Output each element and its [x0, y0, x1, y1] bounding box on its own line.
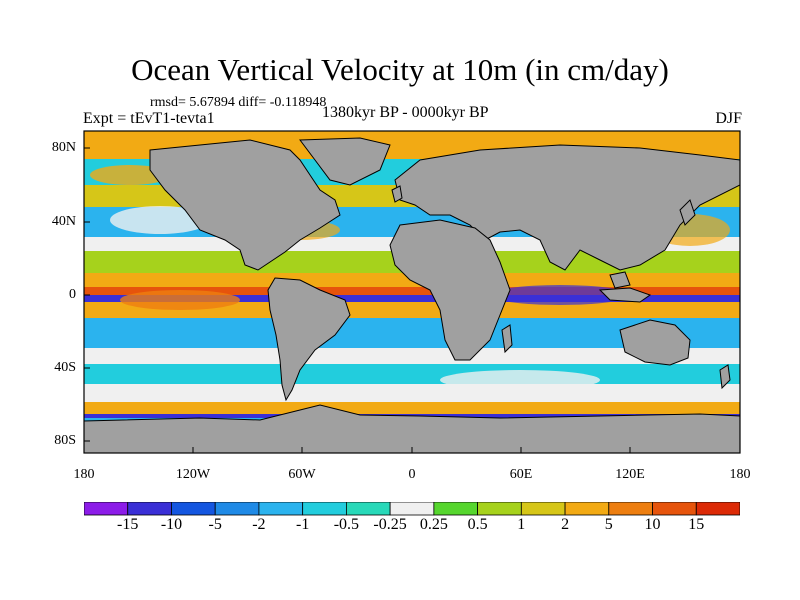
colorbar-swatch: [433, 502, 478, 516]
equator-downwelling: [84, 295, 740, 302]
colorbar-tick-label: 2: [561, 516, 570, 533]
lon-label-180e: 180: [729, 467, 751, 482]
season-label: DJF: [715, 110, 742, 127]
colorbar-swatch: [302, 502, 347, 516]
colorbar-tick-label: -10: [160, 516, 183, 533]
axis-ticks: [83, 147, 741, 453]
colorbar-tick-label: -1: [296, 516, 310, 533]
colorbar-tick-label: -0.5: [333, 516, 360, 533]
equator-upwelling: [84, 287, 740, 295]
land-greenland: [299, 137, 391, 186]
land-antarctica: [84, 404, 740, 453]
colorbar-swatch: [695, 502, 740, 516]
colorbar-swatch: [564, 502, 610, 516]
colorbar-swatch: [345, 502, 391, 516]
land-africa: [389, 219, 511, 361]
lon-label-60e: 60E: [509, 467, 533, 482]
colorbar-tick-label: 10: [644, 516, 661, 533]
colorbar-tick-label: 15: [688, 516, 705, 533]
lat-label-40s: 40S: [54, 360, 76, 375]
colorbar-swatch: [214, 502, 260, 516]
colorbar-tick-label: 5: [604, 516, 613, 533]
colorbar-tick-label: 0.5: [467, 516, 488, 533]
colorbar-swatch: [389, 502, 435, 516]
lon-label-120w: 120W: [175, 467, 211, 482]
colorbar-tick-label: -2: [252, 516, 266, 533]
acc-band: [84, 402, 740, 414]
colorbar-swatch: [171, 502, 216, 516]
colorbar-tick-label: -0.25: [373, 516, 407, 533]
colorbar-tick-label: -15: [117, 516, 139, 533]
colorbar-tick-label: 0.25: [419, 516, 448, 533]
land-south-america: [267, 277, 351, 402]
lon-label-120e: 120E: [615, 467, 645, 482]
colorbar-swatch: [477, 502, 522, 516]
colorbar: [84, 502, 740, 516]
colorbar-swatch: [258, 502, 304, 516]
colorbar-swatch: [520, 502, 566, 516]
land-north-america: [149, 139, 341, 271]
lat-label-80s: 80S: [54, 433, 76, 448]
land-eurasia: [394, 144, 740, 271]
stats-text: rmsd= 5.67894 diff= -0.118948: [150, 95, 327, 110]
land-masses: [84, 137, 740, 453]
colorbar-tick-label: -5: [208, 516, 222, 533]
land-madagascar: [501, 324, 513, 354]
south-band-2: [84, 348, 740, 364]
land-australia: [619, 319, 691, 366]
land-borneo: [609, 271, 631, 289]
southern-ocean-band: [84, 384, 740, 402]
south-band-3: [84, 364, 740, 384]
lat-label-40n: 40N: [51, 214, 76, 229]
colorbar-swatch: [127, 502, 172, 516]
land-new-zealand: [719, 364, 731, 390]
land-uk: [391, 185, 403, 203]
lat-label-0: 0: [69, 287, 76, 302]
lon-label-0: 0: [408, 467, 416, 482]
experiment-label: Expt = tEvT1-tevta1: [83, 110, 215, 127]
colorbar-swatch: [652, 502, 697, 516]
map-title: Ocean Vertical Velocity at 10m (in cm/da…: [131, 52, 669, 87]
colorbar-tick-label: 1: [517, 516, 526, 533]
land-indonesia: [598, 287, 652, 303]
colorbar-swatch: [84, 502, 129, 516]
lon-label-60w: 60W: [288, 467, 316, 482]
colorbar-swatch: [608, 502, 653, 516]
lat-label-80n: 80N: [51, 140, 76, 155]
map-field: [84, 131, 740, 453]
equator-south-band: [84, 302, 740, 318]
lon-label-180w: 180: [73, 467, 95, 482]
period-label: 1380kyr BP - 0000kyr BP: [322, 104, 489, 121]
land-japan: [679, 199, 696, 226]
